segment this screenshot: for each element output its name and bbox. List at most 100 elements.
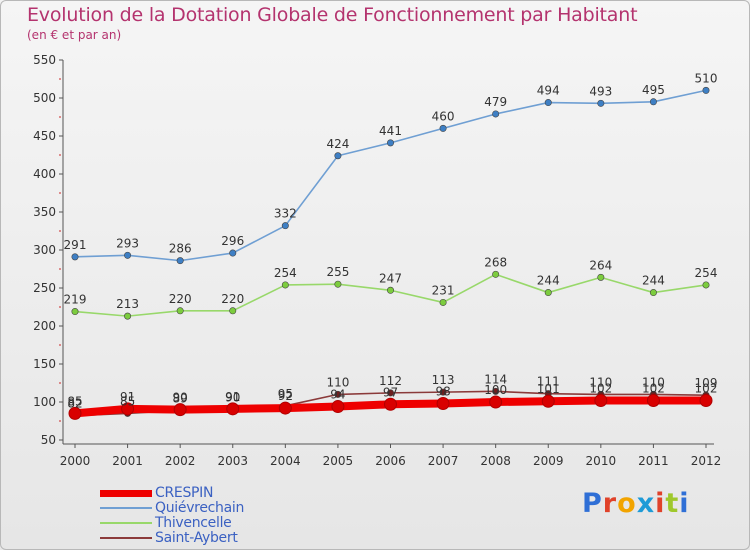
data-label: 244: [642, 274, 665, 288]
series-group: [68, 86, 713, 420]
data-point: [334, 390, 342, 398]
data-point: [702, 86, 710, 94]
legend-item-crespin: CRESPIN: [100, 485, 360, 501]
data-label: 493: [589, 84, 612, 98]
data-point: [492, 110, 500, 118]
x-tick-label: 2010: [586, 454, 617, 468]
x-tick-label: 2012: [691, 454, 722, 468]
x-tick-label: 2003: [217, 454, 248, 468]
data-label: 510: [695, 71, 718, 85]
data-label: 247: [379, 271, 402, 285]
x-tick-label: 2001: [112, 454, 143, 468]
data-label: 112: [379, 374, 402, 388]
y-tick-label: 500: [33, 91, 56, 105]
y-tick-label: 300: [33, 243, 56, 257]
legend-label: Quiévrechain: [155, 500, 245, 516]
data-point: [384, 397, 397, 411]
data-label: 255: [326, 265, 349, 279]
data-point: [176, 257, 184, 265]
y-tick-label: 100: [33, 395, 56, 409]
data-point: [544, 99, 552, 107]
data-label: 460: [432, 109, 455, 123]
data-label: 90: [173, 391, 188, 405]
data-label: 97: [383, 385, 398, 399]
x-tick-label: 2008: [480, 454, 511, 468]
data-point: [71, 308, 79, 316]
data-label: 296: [221, 234, 244, 248]
legend-label: CRESPIN: [155, 485, 214, 501]
data-label: 98: [435, 385, 450, 399]
y-tick-label: 50: [41, 433, 56, 447]
data-label: 264: [589, 258, 612, 272]
data-point: [439, 124, 447, 132]
y-tick-label: 200: [33, 319, 56, 333]
data-point: [229, 249, 237, 257]
data-label: 254: [274, 266, 297, 280]
data-point: [492, 387, 500, 395]
data-label: 254: [695, 266, 718, 280]
y-tick-label: 450: [33, 129, 56, 143]
y-tick-label: 250: [33, 281, 56, 295]
data-label: 100: [484, 383, 507, 397]
logo-letter: r: [602, 488, 618, 519]
data-label: 85: [67, 394, 82, 408]
data-label: 110: [642, 375, 665, 389]
data-label: 91: [225, 390, 240, 404]
data-label: 441: [379, 124, 402, 138]
data-point: [649, 98, 657, 106]
data-label: 85: [120, 394, 135, 408]
data-label: 219: [64, 293, 87, 307]
data-label: 82: [67, 397, 82, 411]
data-label: 111: [537, 375, 560, 389]
data-label: 90: [225, 391, 240, 405]
data-label: 495: [642, 83, 665, 97]
logo-letter: P: [582, 488, 603, 519]
legend-swatch-quievrechain: [100, 507, 152, 509]
data-label: 92: [278, 389, 293, 403]
data-label: 479: [484, 95, 507, 109]
data-label: 89: [173, 391, 188, 405]
series-line-qui-vrechain: [74, 89, 707, 262]
x-tick-label: 2011: [638, 454, 669, 468]
legend-item-thivencelle: Thivencelle: [100, 515, 360, 531]
data-point: [386, 389, 394, 397]
legend-label: Saint-Aybert: [155, 530, 238, 546]
data-point: [176, 307, 184, 315]
data-label: 91: [120, 390, 135, 404]
data-point: [229, 307, 237, 315]
data-point: [68, 406, 82, 420]
data-label: 291: [64, 238, 87, 252]
data-label: 220: [169, 292, 192, 306]
legend-swatch-thivencelle: [100, 522, 152, 524]
data-label: 110: [326, 375, 349, 389]
data-point: [121, 402, 135, 416]
data-point: [436, 397, 450, 411]
x-tick-label: 2006: [375, 454, 406, 468]
data-label: 113: [432, 373, 455, 387]
x-tick-label: 2000: [60, 454, 91, 468]
data-label: 231: [432, 283, 455, 297]
data-label: 293: [116, 236, 139, 250]
x-tick-label: 2004: [270, 454, 301, 468]
logo-letter: o: [617, 488, 637, 519]
data-label: 114: [484, 372, 507, 386]
data-label: 102: [589, 381, 612, 395]
y-tick-label: 350: [33, 205, 56, 219]
data-label: 101: [537, 382, 560, 396]
legend-swatch-saint-aybert: [100, 537, 152, 539]
data-point: [544, 289, 552, 297]
data-point: [334, 280, 342, 288]
data-point: [386, 139, 394, 147]
data-point: [331, 400, 345, 414]
data-point: [124, 251, 132, 259]
data-point: [541, 394, 555, 408]
data-point: [281, 222, 289, 230]
data-label: 95: [278, 387, 293, 401]
data-point: [489, 395, 503, 409]
x-tick-label: 2005: [323, 454, 354, 468]
data-label: 286: [169, 242, 192, 256]
data-point: [386, 286, 394, 294]
data-point: [439, 388, 447, 396]
